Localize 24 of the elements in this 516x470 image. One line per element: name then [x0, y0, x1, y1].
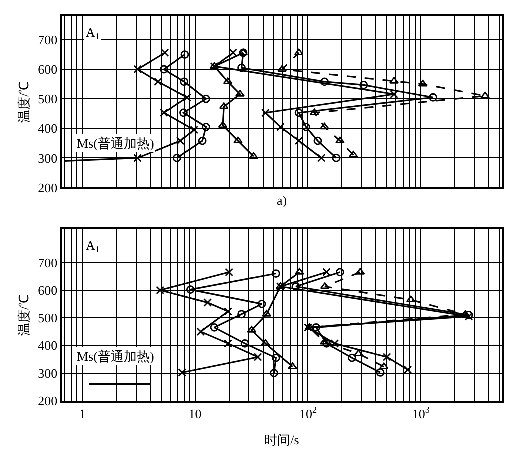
annotation: Ms(普通加热) — [77, 136, 154, 151]
annotation: Ms(普通加热) — [77, 349, 154, 364]
text: a) — [277, 193, 288, 208]
y-tick-label: 200 — [38, 180, 58, 196]
y-tick-label: 700 — [38, 32, 58, 48]
x-tick-label: 10$^{2}$ — [299, 404, 318, 422]
y-tick-label: 500 — [38, 310, 58, 326]
y-tick-label: 200 — [38, 393, 58, 408]
x-tick-label: 10 — [188, 406, 202, 422]
y-tick-label: 300 — [38, 150, 58, 166]
annotation: A$_{1}$ — [86, 238, 100, 255]
x-tick-label: 1 — [79, 406, 86, 422]
y-tick-label: 400 — [38, 121, 58, 136]
x-axis-title: 时间/s — [264, 432, 300, 448]
y-axis-title: 温度/℃ — [16, 294, 32, 336]
y-tick-label: 300 — [38, 366, 58, 381]
annotation: A$_{1}$ — [86, 25, 100, 42]
y-tick-label: 600 — [38, 282, 58, 298]
y-tick-label: 400 — [38, 338, 58, 354]
y-tick-label: 600 — [38, 62, 58, 78]
y-tick-label: 500 — [38, 92, 58, 107]
x-tick-label: 10$^{3}$ — [412, 404, 430, 422]
y-tick-label: 700 — [38, 255, 58, 270]
y-axis-title: 温度/℃ — [16, 81, 32, 123]
